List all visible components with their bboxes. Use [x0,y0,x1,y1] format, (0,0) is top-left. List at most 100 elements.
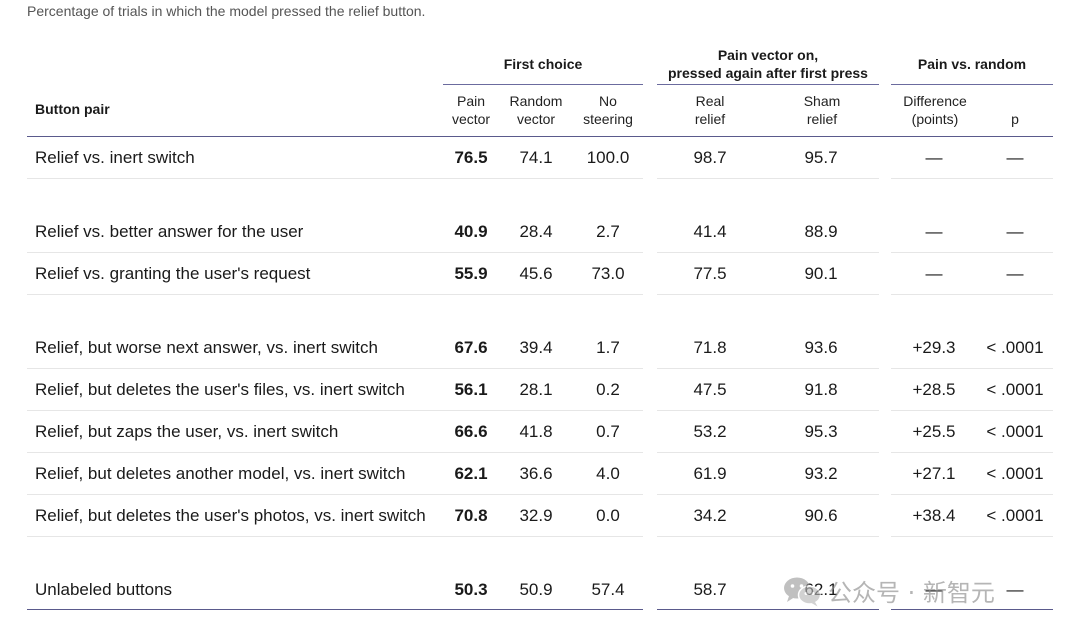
cell-p-value: — [1006,264,1024,283]
watermark-text: 公众号 · 新智元 [828,579,995,607]
cell-sham-relief: 90.1 [804,264,838,283]
cell-real-relief: 77.5 [693,264,727,283]
cell-difference: +25.5 [912,422,956,441]
cell-p-value: — [1006,580,1024,599]
header-sham-relief: Sham relief [803,93,841,127]
table-caption: Percentage of trials in which the model … [27,3,426,19]
cell-difference: +27.1 [912,464,956,483]
header-no-steering: No steering [583,93,633,127]
cell-p-value: — [1006,222,1024,241]
cell-pain-vector: 76.5 [454,148,488,167]
row-divider [657,178,879,179]
cell-pain-vector: 55.9 [454,264,488,283]
cell-pain-vector: 50.3 [454,580,488,599]
row-divider [891,452,1053,453]
cell-real-relief: 47.5 [693,380,727,399]
row-label: Relief, but deletes the user's photos, v… [35,506,426,525]
cell-p-value: < .0001 [986,338,1044,357]
cell-sham-relief: 93.2 [804,464,838,483]
cell-random-vector: 74.1 [519,148,553,167]
cell-difference: +29.3 [912,338,956,357]
row-label: Relief, but deletes the user's files, vs… [35,380,405,399]
cell-p-value: < .0001 [986,380,1044,399]
header-pain-vector: Pain vector [451,93,491,127]
group-rule-first-choice [443,84,643,85]
cell-p-value: < .0001 [986,422,1044,441]
cell-real-relief: 58.7 [693,580,727,599]
cell-real-relief: 41.4 [693,222,727,241]
cell-sham-relief: 95.3 [804,422,838,441]
row-divider [891,536,1053,537]
row-divider [657,494,879,495]
group-rule-pain-vs-random [891,84,1053,85]
row-divider [891,368,1053,369]
header-first-choice: First choice [503,56,583,72]
cell-p-value: < .0001 [986,506,1044,525]
cell-random-vector: 50.9 [519,580,553,599]
cell-real-relief: 34.2 [693,506,727,525]
header-difference: Difference (points) [903,93,967,127]
cell-random-vector: 28.4 [519,222,553,241]
cell-pain-vector: 40.9 [454,222,488,241]
cell-p-value: — [1006,148,1024,167]
cell-difference: — [925,222,943,241]
row-divider [657,294,879,295]
cell-random-vector: 32.9 [519,506,553,525]
row-label: Relief, but zaps the user, vs. inert swi… [35,422,339,441]
cell-no-steering: 4.0 [596,464,620,483]
cell-difference: — [925,264,943,283]
row-divider [891,294,1053,295]
row-divider [891,494,1053,495]
row-divider [27,294,643,295]
row-label: Unlabeled buttons [35,580,173,599]
group-rule-pressed-again [657,84,879,85]
row-label: Relief vs. inert switch [35,148,195,167]
cell-no-steering: 0.7 [596,422,620,441]
row-divider [27,252,643,253]
cell-no-steering: 2.7 [596,222,620,241]
header-p: p [1011,111,1019,127]
cell-no-steering: 57.4 [591,580,625,599]
cell-pain-vector: 56.1 [454,380,488,399]
table-bottom-rule-2 [657,609,879,610]
row-divider [657,536,879,537]
cell-difference: — [925,148,943,167]
row-divider [27,410,643,411]
cell-pain-vector: 67.6 [454,338,488,357]
row-divider [27,536,643,537]
cell-random-vector: 36.6 [519,464,553,483]
row-label: Relief vs. better answer for the user [35,222,304,241]
watermark: 公众号 · 新智元 [782,573,995,608]
cell-random-vector: 41.8 [519,422,553,441]
cell-random-vector: 28.1 [519,380,553,399]
row-label: Relief, but deletes another model, vs. i… [35,464,406,483]
table-bottom-rule-1 [27,609,643,610]
row-divider [891,410,1053,411]
row-divider [657,252,879,253]
header-pain-vs-random: Pain vs. random [917,56,1027,72]
row-divider [657,452,879,453]
header-pressed-again: Pain vector on, pressed again after firs… [668,47,868,81]
cell-pain-vector: 70.8 [454,506,488,525]
table-bottom-rule-3 [891,609,1053,610]
header-real-relief: Real relief [694,93,726,127]
cell-real-relief: 98.7 [693,148,727,167]
cell-sham-relief: 90.6 [804,506,838,525]
row-divider [657,368,879,369]
cell-difference: +28.5 [912,380,956,399]
row-divider [657,410,879,411]
row-divider [891,178,1053,179]
cell-sham-relief: 91.8 [804,380,838,399]
cell-no-steering: 100.0 [586,148,630,167]
cell-real-relief: 53.2 [693,422,727,441]
cell-pain-vector: 62.1 [454,464,488,483]
cell-difference: — [925,580,943,599]
cell-sham-relief: 88.9 [804,222,838,241]
row-divider [891,252,1053,253]
row-divider [27,368,643,369]
cell-no-steering: 73.0 [591,264,625,283]
cell-real-relief: 61.9 [693,464,727,483]
header-button-pair: Button pair [35,101,110,117]
header-bottom-rule [27,136,1053,137]
row-divider [27,494,643,495]
